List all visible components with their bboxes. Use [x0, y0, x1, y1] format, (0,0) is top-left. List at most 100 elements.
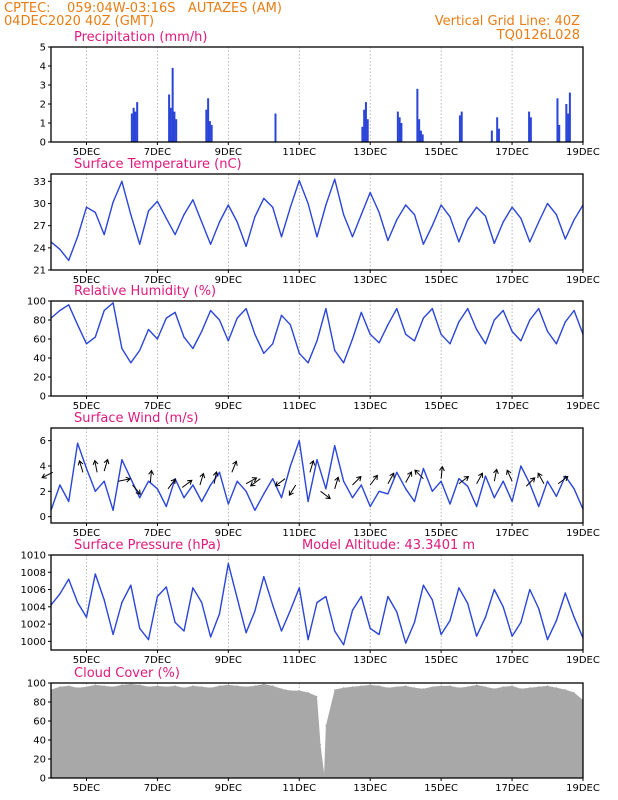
data-point	[493, 242, 495, 245]
wind-arrow	[167, 478, 176, 490]
precip-bar	[363, 109, 366, 142]
data-point	[573, 691, 575, 694]
data-point	[476, 635, 478, 637]
data-point	[68, 578, 70, 580]
y-tick-label: 60	[33, 717, 46, 728]
wind-arrow	[118, 476, 132, 483]
precip-bar	[558, 124, 561, 142]
data-point	[546, 330, 549, 332]
x-tick-label: 15DEC	[424, 655, 458, 666]
data-point	[165, 586, 167, 588]
x-tick-label: 11DEC	[282, 528, 316, 539]
data-point	[85, 206, 88, 208]
data-point	[201, 686, 203, 688]
data-point	[156, 338, 158, 340]
data-point	[94, 490, 96, 492]
y-tick-label: 30	[33, 199, 46, 210]
data-point	[360, 595, 362, 598]
x-tick-label: 19DEC	[566, 783, 600, 794]
wind-arrow	[334, 476, 340, 489]
data-point	[431, 308, 433, 310]
data-point	[130, 214, 132, 216]
data-point	[396, 471, 398, 473]
data-point	[103, 309, 105, 312]
y-tick-label: 1006	[21, 585, 46, 596]
precip-bar	[567, 113, 570, 142]
y-tick-label: 1010	[21, 551, 46, 562]
data-point	[502, 686, 504, 688]
wind-arrow	[103, 458, 110, 472]
data-point	[538, 308, 540, 310]
data-point	[387, 324, 389, 326]
wind-arrow	[352, 475, 362, 486]
y-tick-label: 1008	[21, 568, 46, 579]
panel-5: 1000 1002 1004 1006 1008 1010 5DEC 7DEC 9DEC 11DE…	[21, 538, 600, 666]
data-point	[59, 248, 61, 250]
precip-bar	[556, 98, 559, 142]
y-tick-label: 1	[40, 119, 46, 130]
wind-arrow	[387, 472, 395, 484]
wind-arrow	[288, 484, 297, 496]
x-tick-label: 17DEC	[495, 147, 529, 158]
data-point	[422, 584, 424, 586]
wind-arrow	[245, 477, 258, 485]
data-point	[298, 440, 300, 442]
x-tick-label: 13DEC	[353, 401, 387, 412]
data-point	[440, 204, 442, 206]
data-point	[272, 206, 274, 208]
data-point	[467, 308, 469, 310]
data-point	[369, 333, 371, 335]
y-tick-label: 0	[40, 512, 46, 523]
data-point	[511, 330, 513, 332]
data-point	[360, 311, 362, 313]
data-point	[165, 505, 167, 508]
data-point	[431, 686, 433, 688]
data-point	[139, 627, 141, 630]
x-tick-label: 13DEC	[353, 655, 387, 666]
panel-title: Cloud Cover (%)	[74, 666, 180, 681]
x-tick-label: 13DEC	[353, 783, 387, 794]
data-point	[59, 593, 61, 595]
data-point	[502, 606, 504, 608]
data-point	[529, 687, 531, 689]
data-point	[546, 202, 549, 205]
data-point	[165, 686, 167, 688]
data-point	[396, 308, 398, 310]
data-point	[85, 616, 88, 618]
data-point	[396, 686, 398, 688]
wind-arrow	[537, 472, 545, 484]
data-point	[236, 597, 238, 599]
wind-arrow	[309, 459, 316, 473]
data-point	[538, 607, 540, 610]
data-point	[316, 601, 318, 604]
data-point	[68, 259, 70, 261]
panel-title: Surface Pressure (hPa)	[74, 538, 221, 553]
panel-frame	[50, 427, 584, 524]
data-point	[458, 241, 460, 243]
data-point	[520, 621, 522, 623]
data-point	[529, 319, 531, 321]
panel-frame	[50, 554, 584, 651]
data-point	[431, 599, 433, 601]
precip-bar	[207, 98, 210, 142]
data-point	[538, 686, 540, 688]
x-tick-label: 7DEC	[144, 275, 171, 286]
y-tick-label: 6	[40, 436, 46, 447]
data-point	[413, 500, 416, 503]
data-point	[458, 478, 460, 480]
x-tick-label: 11DEC	[282, 147, 316, 158]
data-point	[245, 686, 247, 688]
precip-bar	[400, 123, 403, 142]
data-point	[467, 485, 469, 487]
series-line	[50, 562, 584, 646]
data-point	[147, 210, 150, 212]
data-point	[476, 684, 478, 686]
panel-title: Surface Temperature (nC)	[74, 157, 242, 172]
data-point	[520, 217, 522, 219]
data-point	[156, 200, 158, 202]
data-point	[121, 347, 123, 350]
data-point	[245, 490, 247, 492]
data-point	[130, 362, 132, 364]
precip-bar	[169, 107, 172, 142]
